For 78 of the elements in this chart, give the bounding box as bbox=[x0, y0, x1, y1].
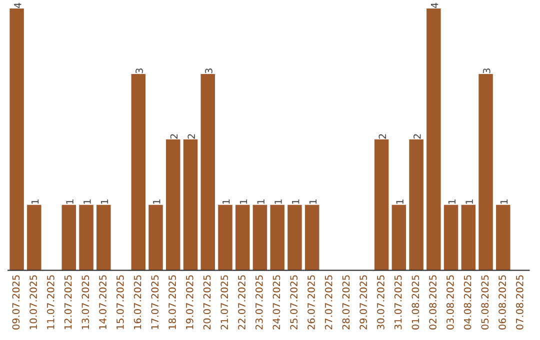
x-tick-label: 26.07.2025 bbox=[308, 275, 315, 330]
x-tick-label: 01.08.2025 bbox=[412, 275, 420, 330]
x-tick-label: 19.07.2025 bbox=[186, 275, 194, 330]
x-tick-label: 03.08.2025 bbox=[446, 275, 454, 330]
x-tick-label: 13.07.2025 bbox=[82, 275, 90, 330]
x-tick-label: 29.07.2025 bbox=[360, 275, 368, 330]
x-tick-label: 20.07.2025 bbox=[203, 275, 211, 330]
bar bbox=[218, 204, 232, 270]
x-tick-label: 30.07.2025 bbox=[377, 275, 384, 330]
x-tick-label: 12.07.2025 bbox=[64, 275, 72, 330]
data-label: 1 bbox=[396, 200, 404, 204]
x-tick-label: 28.07.2025 bbox=[342, 275, 350, 330]
x-tick-label: 24.07.2025 bbox=[272, 275, 280, 330]
bar bbox=[62, 204, 76, 270]
data-label: 1 bbox=[84, 200, 91, 204]
data-label: 1 bbox=[309, 200, 316, 204]
x-tick-label: 17.07.2025 bbox=[151, 275, 159, 330]
data-label: 1 bbox=[100, 200, 108, 204]
data-label: 3 bbox=[205, 68, 212, 74]
data-label: 1 bbox=[500, 200, 508, 204]
bar bbox=[131, 74, 146, 270]
data-label: 1 bbox=[240, 200, 248, 204]
data-label: 4 bbox=[14, 2, 22, 8]
data-label: 2 bbox=[414, 134, 421, 139]
data-label: 1 bbox=[153, 200, 160, 204]
x-tick-label: 14.07.2025 bbox=[99, 275, 106, 330]
data-label: 2 bbox=[188, 134, 195, 139]
x-tick-label: 07.08.2025 bbox=[516, 275, 524, 330]
bar bbox=[409, 139, 424, 270]
bar bbox=[148, 204, 163, 270]
bar bbox=[444, 204, 458, 270]
x-tick-label: 31.07.2025 bbox=[394, 275, 402, 330]
data-label: 3 bbox=[482, 68, 490, 74]
x-tick-label: 10.07.2025 bbox=[30, 275, 37, 330]
x-tick-label: 06.08.2025 bbox=[498, 275, 506, 330]
bar bbox=[166, 139, 180, 270]
bar bbox=[79, 204, 94, 270]
x-tick-label: 27.07.2025 bbox=[324, 275, 332, 330]
bar bbox=[478, 74, 493, 270]
bar bbox=[304, 204, 320, 270]
bar bbox=[374, 139, 389, 270]
bar bbox=[461, 204, 476, 270]
bar bbox=[252, 204, 268, 270]
bar bbox=[270, 204, 284, 270]
data-label: 4 bbox=[430, 2, 438, 8]
x-tick-label: 25.07.2025 bbox=[290, 275, 298, 330]
x-tick-label: 15.07.2025 bbox=[116, 275, 124, 330]
bar bbox=[288, 204, 302, 270]
bar bbox=[10, 8, 24, 270]
bar bbox=[496, 204, 510, 270]
data-label: 2 bbox=[378, 134, 386, 139]
data-label: 1 bbox=[466, 200, 473, 204]
x-tick-label: 05.08.2025 bbox=[481, 275, 489, 330]
x-tick-label: 18.07.2025 bbox=[168, 275, 176, 330]
x-tick-label: 16.07.2025 bbox=[134, 275, 142, 330]
bar bbox=[183, 139, 198, 270]
bar bbox=[426, 8, 441, 270]
data-label: 1 bbox=[66, 200, 74, 204]
data-label: 2 bbox=[170, 134, 178, 139]
bar bbox=[235, 204, 250, 270]
data-label: 3 bbox=[136, 68, 143, 74]
bar bbox=[27, 204, 42, 270]
data-label: 1 bbox=[257, 200, 264, 204]
bar bbox=[392, 204, 406, 270]
data-label: 1 bbox=[274, 200, 282, 204]
data-label: 1 bbox=[31, 200, 39, 204]
x-tick-label: 23.07.2025 bbox=[255, 275, 263, 330]
bar bbox=[96, 204, 111, 270]
bar bbox=[200, 74, 215, 270]
data-label: 1 bbox=[292, 200, 300, 204]
x-tick-label: 11.07.2025 bbox=[46, 275, 54, 330]
x-tick-label: 22.07.2025 bbox=[238, 275, 246, 330]
x-tick-label: 04.08.2025 bbox=[464, 275, 472, 330]
data-label: 1 bbox=[222, 200, 230, 204]
x-tick-label: 02.08.2025 bbox=[429, 275, 436, 330]
x-tick-label: 21.07.2025 bbox=[220, 275, 228, 330]
data-label: 1 bbox=[448, 200, 456, 204]
x-tick-label: 09.07.2025 bbox=[12, 275, 20, 330]
